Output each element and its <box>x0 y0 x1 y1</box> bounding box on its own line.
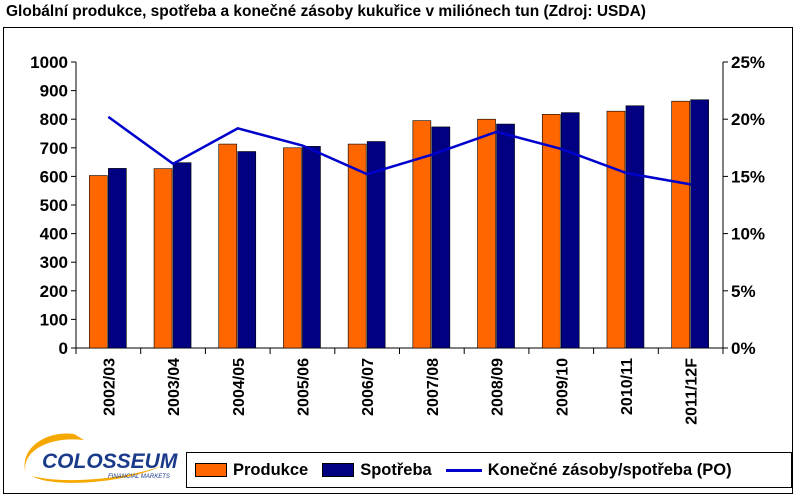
logo-text: COLOSSEUM <box>42 450 178 473</box>
right-axis-tick-label: 20% <box>731 110 765 129</box>
right-axis-tick-label: 10% <box>731 225 765 244</box>
chart-title: Globální produkce, spotřeba a konečné zá… <box>6 3 646 20</box>
x-axis-category-label: 2009/10 <box>554 358 571 416</box>
logo-swoosh-icon <box>24 433 84 474</box>
legend-swatch-produkce <box>195 463 227 477</box>
bar-produkce <box>218 143 238 349</box>
bar-spotreba <box>690 99 709 349</box>
bar-produkce <box>541 114 561 349</box>
bar-spotreba <box>302 146 321 349</box>
bar-spotreba <box>172 162 192 349</box>
x-axis-category-label: 2010/11 <box>619 358 636 415</box>
left-axis-tick-label: 200 <box>40 282 68 301</box>
legend-label-spotreba: Spotřeba <box>360 460 432 479</box>
bar-produkce <box>671 100 690 349</box>
legend-swatch-spotreba <box>322 463 355 477</box>
legend-item-spotreba: Spotřeba <box>322 461 432 480</box>
chart-legend: Produkce Spotřeba Konečné zásoby/spotřeb… <box>186 452 792 488</box>
bar-produkce <box>283 147 302 349</box>
left-axis-tick-label: 600 <box>40 167 68 186</box>
x-axis-category-label: 2003/04 <box>166 358 183 416</box>
left-axis-tick-label: 800 <box>40 110 68 129</box>
x-axis-category-label: 2011/12F <box>684 358 701 425</box>
x-axis-category-label: 2005/06 <box>295 358 312 416</box>
left-axis-tick-label: 300 <box>40 253 68 272</box>
right-axis-tick-label: 15% <box>731 167 765 186</box>
legend-item-produkce: Produkce <box>195 461 308 480</box>
bar-spotreba <box>625 105 645 349</box>
bar-produkce <box>477 118 496 349</box>
bar-spotreba <box>108 168 127 349</box>
bar-produkce <box>606 110 626 349</box>
right-axis-tick-label: 25% <box>731 53 765 72</box>
bar-produkce <box>153 168 173 349</box>
x-axis-category-label: 2004/05 <box>231 358 248 416</box>
line-konecne-zasoby <box>107 115 691 186</box>
bar-produkce <box>89 175 108 349</box>
logo-tagline: FINANCIAL MARKETS <box>108 474 170 480</box>
left-axis-tick-label: 0 <box>59 339 68 358</box>
left-axis-tick-label: 1000 <box>30 53 68 72</box>
right-axis-tick-label: 0% <box>731 339 756 358</box>
bar-spotreba <box>366 141 386 349</box>
x-axis-category-label: 2006/07 <box>360 358 377 416</box>
legend-swatch-zasoby <box>445 468 482 472</box>
bar-spotreba <box>496 123 515 349</box>
x-axis-category-label: 2008/09 <box>490 358 507 416</box>
bar-spotreba <box>237 151 257 349</box>
legend-label-produkce: Produkce <box>233 460 309 479</box>
colosseum-logo: COLOSSEUM FINANCIAL MARKETS <box>24 433 178 483</box>
bar-produkce <box>412 120 432 349</box>
left-axis-tick-label: 500 <box>40 196 68 215</box>
bar-spotreba <box>431 126 451 349</box>
legend-label-zasoby: Konečné zásoby/spotřeba (PO) <box>487 460 732 479</box>
x-axis-category-label: 2007/08 <box>425 358 442 416</box>
left-axis-tick-label: 700 <box>40 139 68 158</box>
bar-spotreba <box>560 112 580 349</box>
left-axis-tick-label: 900 <box>40 82 68 101</box>
right-axis-tick-label: 5% <box>731 282 756 301</box>
chart-frame <box>3 27 793 494</box>
left-axis-tick-label: 100 <box>40 310 68 329</box>
legend-item-zasoby: Konečné zásoby/spotřeba (PO) <box>445 460 732 480</box>
x-axis-category-label: 2002/03 <box>101 358 118 416</box>
left-axis-tick-label: 400 <box>40 225 68 244</box>
bar-produkce <box>347 143 367 349</box>
logo-underline-icon <box>32 466 162 483</box>
